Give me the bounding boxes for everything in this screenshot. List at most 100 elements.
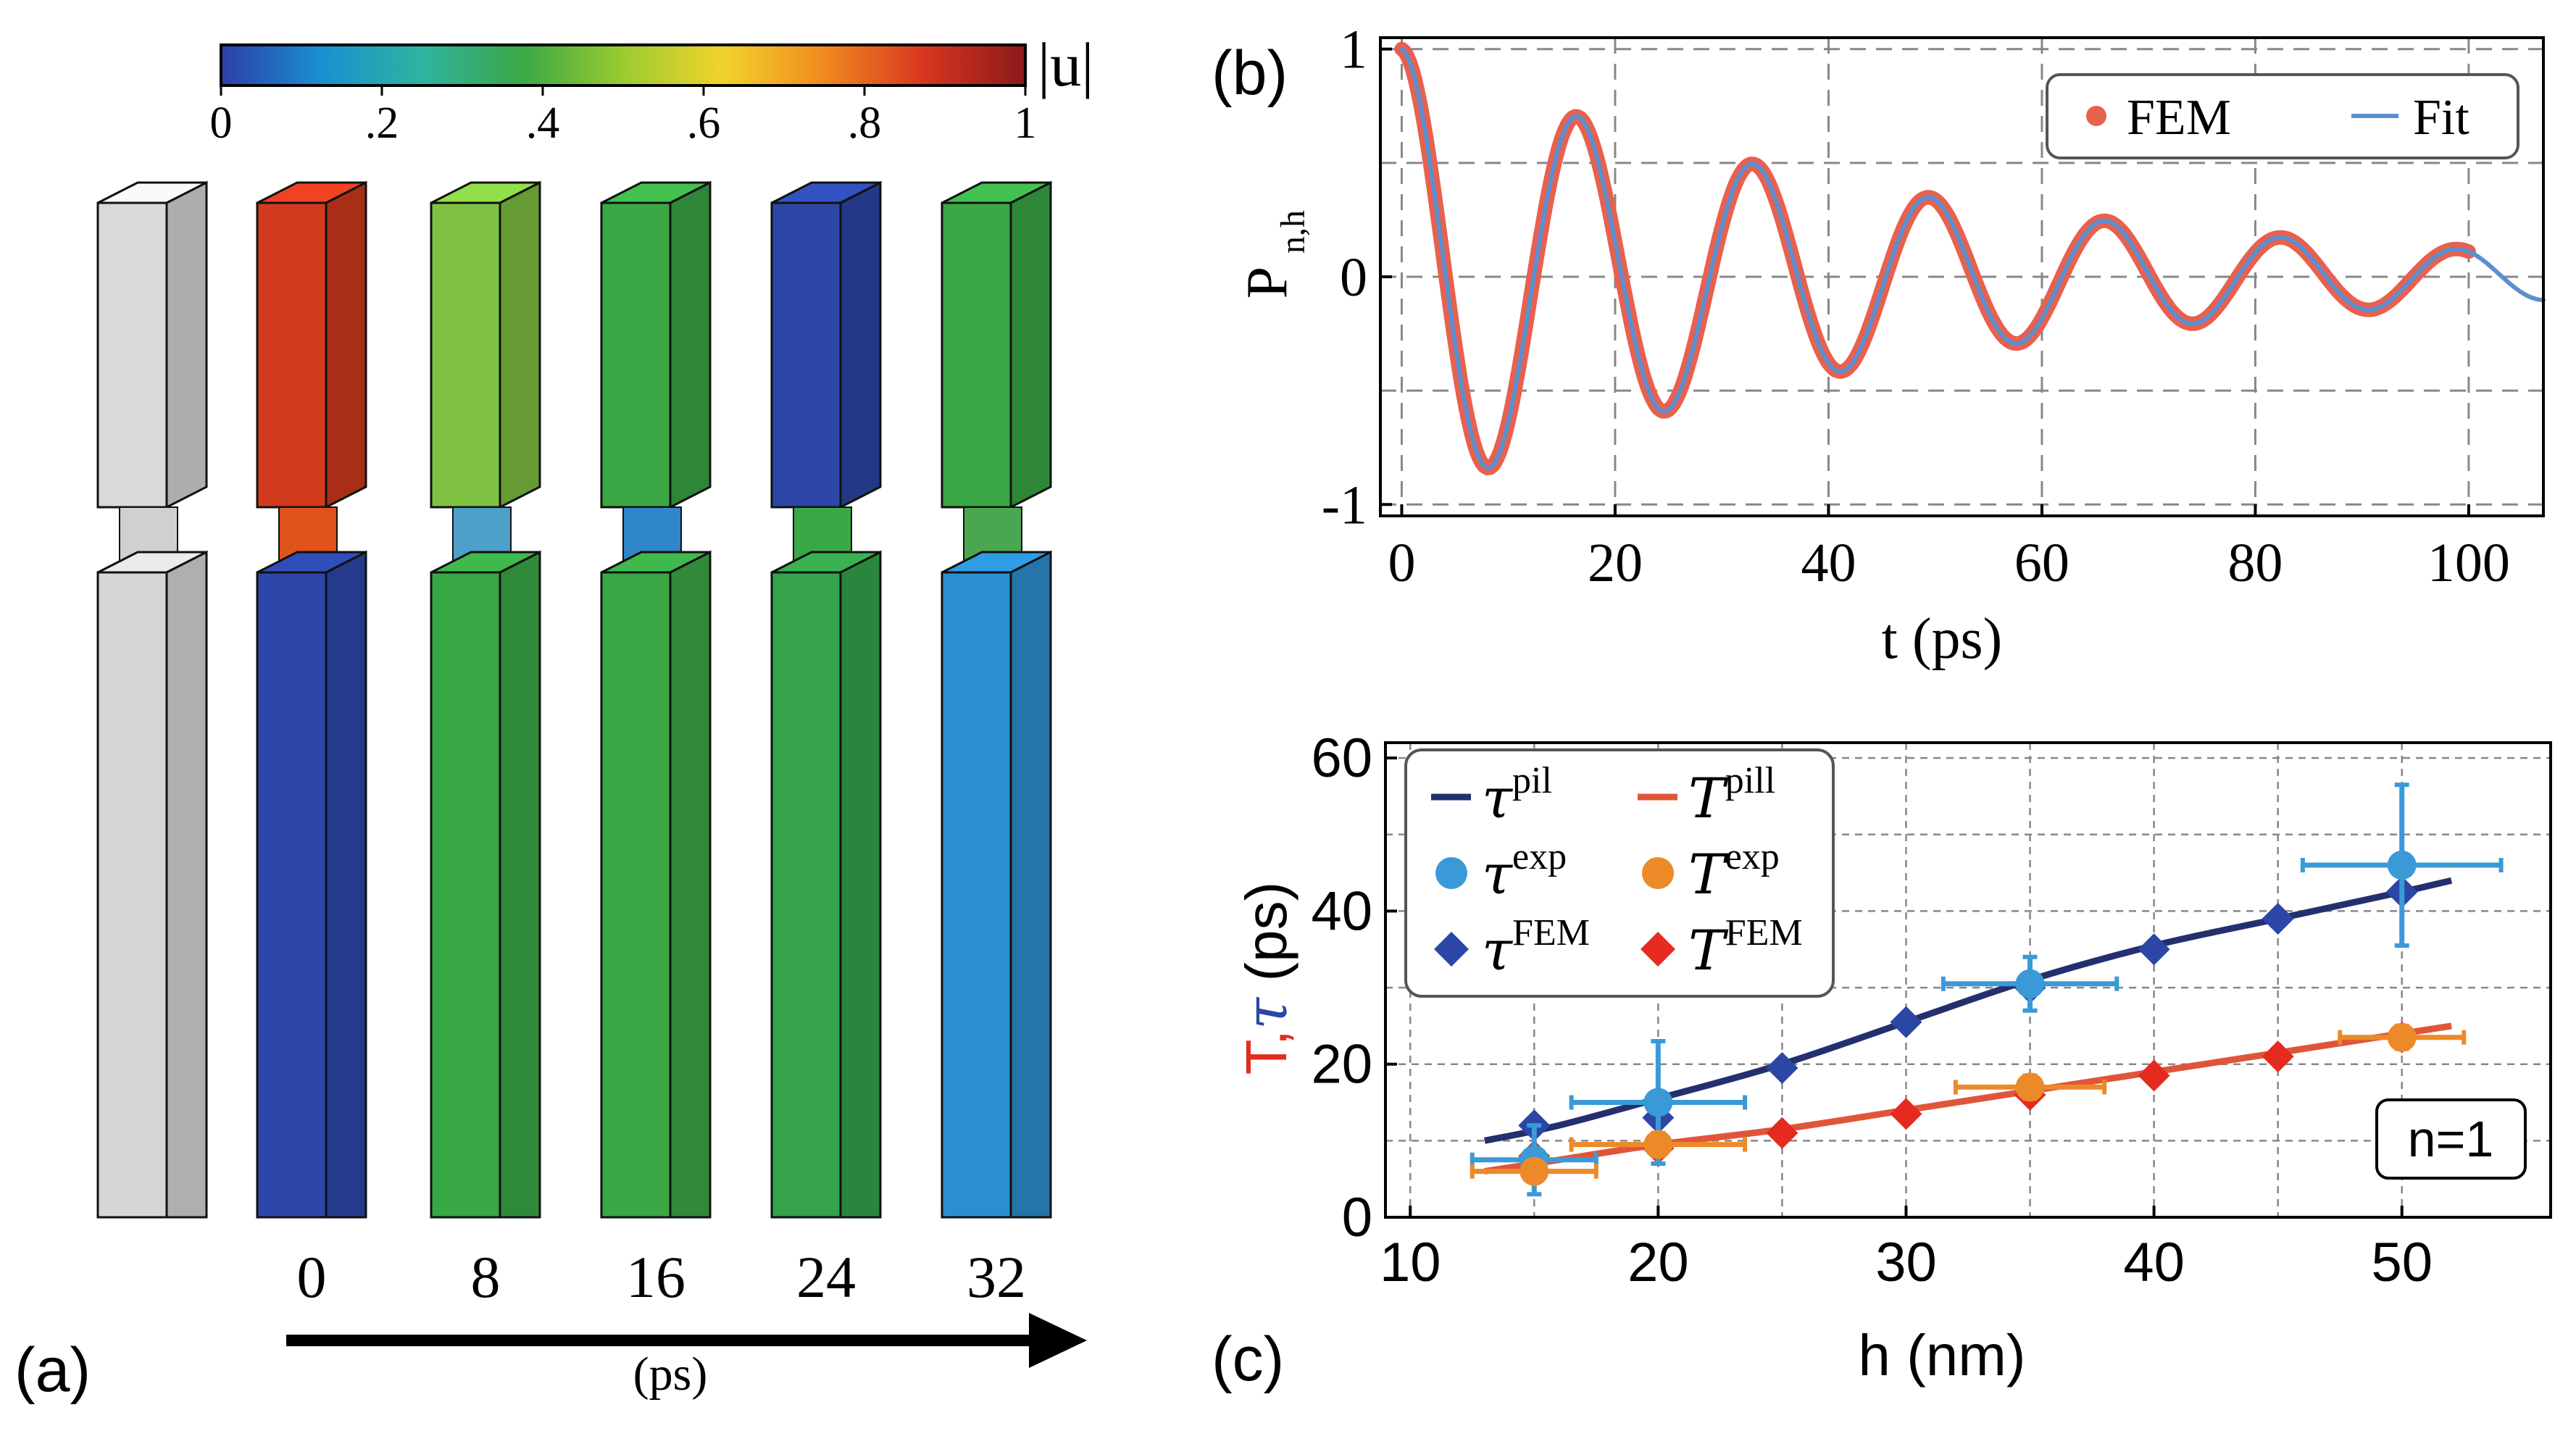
b-legend-fem-label: FEM xyxy=(2127,90,2231,146)
c-legend-label: τFEM xyxy=(1482,912,1590,982)
c-fem-marker xyxy=(1890,1098,1922,1130)
c-legend-marker xyxy=(1642,857,1674,889)
pillar-t24 xyxy=(770,180,882,1219)
pillar-reference xyxy=(96,180,208,1219)
pillar-t0 xyxy=(256,180,367,1219)
c-xtick-label: 40 xyxy=(2123,1232,2185,1293)
c-legend-base: τ xyxy=(1482,918,1514,982)
c-legend-label: Texp xyxy=(1688,836,1780,906)
panel-b: (b) 0 20 40 60 80 100 -1 0 1 P n,h t (ps) FEM Fi… xyxy=(1212,20,2546,671)
c-fem-marker xyxy=(1766,1051,1798,1084)
c-plot-frame xyxy=(1384,741,2552,1219)
pillar-t16 xyxy=(600,180,712,1219)
c-ylabel-comma: , xyxy=(1234,1030,1299,1046)
b-xtick-label: 80 xyxy=(2227,533,2283,593)
colorbar-tick-label: .2 xyxy=(365,99,399,148)
b-xtick-label: 0 xyxy=(1388,533,1415,593)
c-fem-marker xyxy=(1890,1006,1922,1038)
pillar-t8 xyxy=(430,180,541,1219)
b-ylabel-sub: n,h xyxy=(1274,210,1312,254)
c-legend-sup: pill xyxy=(1725,760,1775,801)
b-legend-box xyxy=(2046,73,2519,159)
b-legend-fit-label: Fit xyxy=(2413,90,2469,146)
c-legend-sup: FEM xyxy=(1725,912,1803,954)
c-ytick-label: 20 xyxy=(1311,1034,1372,1096)
b-series-fit xyxy=(1399,46,2546,470)
c-legend-base: T xyxy=(1688,766,1729,830)
c-legend-base: τ xyxy=(1482,842,1514,906)
c-ticks: 10 20 30 40 50 0 20 40 60 xyxy=(1311,727,2433,1293)
c-xtick-label: 20 xyxy=(1627,1232,1689,1293)
c-exp-marker xyxy=(1643,1130,1673,1159)
c-data xyxy=(1470,783,2504,1197)
c-legend-label: Tpill xyxy=(1688,760,1775,830)
c-annotation-box xyxy=(2375,1098,2527,1180)
time-label: 24 xyxy=(796,1244,856,1310)
b-xlabel: t (ps) xyxy=(1882,607,2003,671)
c-exp-marker xyxy=(1643,1088,1673,1117)
c-fem-marker xyxy=(2262,1040,2294,1073)
c-ytick-label: 60 xyxy=(1311,727,1372,789)
c-legend-marker xyxy=(1641,932,1675,967)
colorbar-label: |u| xyxy=(1038,30,1093,99)
c-ylabel: T,τ (ps) xyxy=(1233,882,1300,1075)
panel-a: 0 .2 .4 .6 .8 1 |u| 0 8 16 24 32 (ps) (a) xyxy=(14,30,1093,1405)
c-exp-marker xyxy=(2387,1022,2417,1052)
c-exp-marker xyxy=(1520,1156,1549,1186)
b-ytick-label: 1 xyxy=(1340,20,1367,80)
b-ytick-label: -1 xyxy=(1322,475,1367,535)
colorbar xyxy=(220,43,1027,87)
pillars xyxy=(96,180,1052,1219)
c-ytick-label: 0 xyxy=(1342,1187,1372,1248)
c-annotation: n=1 xyxy=(2408,1111,2494,1167)
c-exp-marker xyxy=(2015,969,2045,998)
c-legend-label: τexp xyxy=(1482,836,1567,906)
c-legend-sup: pil xyxy=(1512,760,1552,801)
panel-label-b: (b) xyxy=(1212,38,1288,108)
c-exp-marker xyxy=(2387,851,2417,880)
c-legend-label: τpil xyxy=(1482,760,1552,830)
c-ylabel-unit: (ps) xyxy=(1234,882,1299,998)
b-ytick-label: 0 xyxy=(1340,247,1367,308)
c-series-line xyxy=(1484,1022,2452,1175)
b-curves xyxy=(1394,41,2546,475)
panel-label-c: (c) xyxy=(1212,1324,1284,1394)
c-xtick-label: 30 xyxy=(1875,1232,1937,1293)
time-label: 16 xyxy=(626,1244,685,1310)
c-legend-sup: FEM xyxy=(1512,912,1590,954)
c-fem-marker xyxy=(2138,933,2170,966)
c-series-line xyxy=(1483,877,2453,1144)
c-xtick-label: 50 xyxy=(2371,1232,2433,1293)
c-legend-sup: exp xyxy=(1725,836,1780,877)
c-xlabel: h (nm) xyxy=(1858,1323,2025,1388)
c-xtick-label: 10 xyxy=(1380,1232,1441,1293)
colorbar-tick-label: .6 xyxy=(687,99,721,148)
b-ticks: 0 20 40 60 80 100 -1 0 1 xyxy=(1322,20,2510,593)
c-legend-base: T xyxy=(1688,918,1729,982)
c-legend-box xyxy=(1404,748,1835,998)
c-legend-sup: exp xyxy=(1512,836,1567,877)
c-ytick-label: 40 xyxy=(1311,880,1372,942)
c-fem-marker xyxy=(2262,902,2294,935)
c-exp-marker xyxy=(2015,1072,2045,1102)
pillar-t32 xyxy=(941,180,1052,1219)
c-legend-marker xyxy=(1434,932,1469,967)
colorbar-tick-label: 0 xyxy=(210,99,233,148)
c-legend-base: τ xyxy=(1482,766,1514,830)
colorbar-tick-label: 1 xyxy=(1014,99,1037,148)
c-legend-base: T xyxy=(1688,842,1729,906)
b-xtick-label: 60 xyxy=(2014,533,2069,593)
colorbar-tick-label: .4 xyxy=(526,99,560,148)
b-xtick-label: 20 xyxy=(1588,533,1643,593)
time-label: 8 xyxy=(471,1244,501,1310)
b-ylabel-main: P xyxy=(1235,267,1299,299)
colorbar-tick-label: .8 xyxy=(848,99,882,148)
time-label: 32 xyxy=(967,1244,1026,1310)
b-xtick-label: 40 xyxy=(1801,533,1856,593)
time-unit: (ps) xyxy=(633,1348,708,1401)
c-legend-label: TFEM xyxy=(1688,912,1803,982)
c-fem-marker xyxy=(1766,1117,1798,1149)
